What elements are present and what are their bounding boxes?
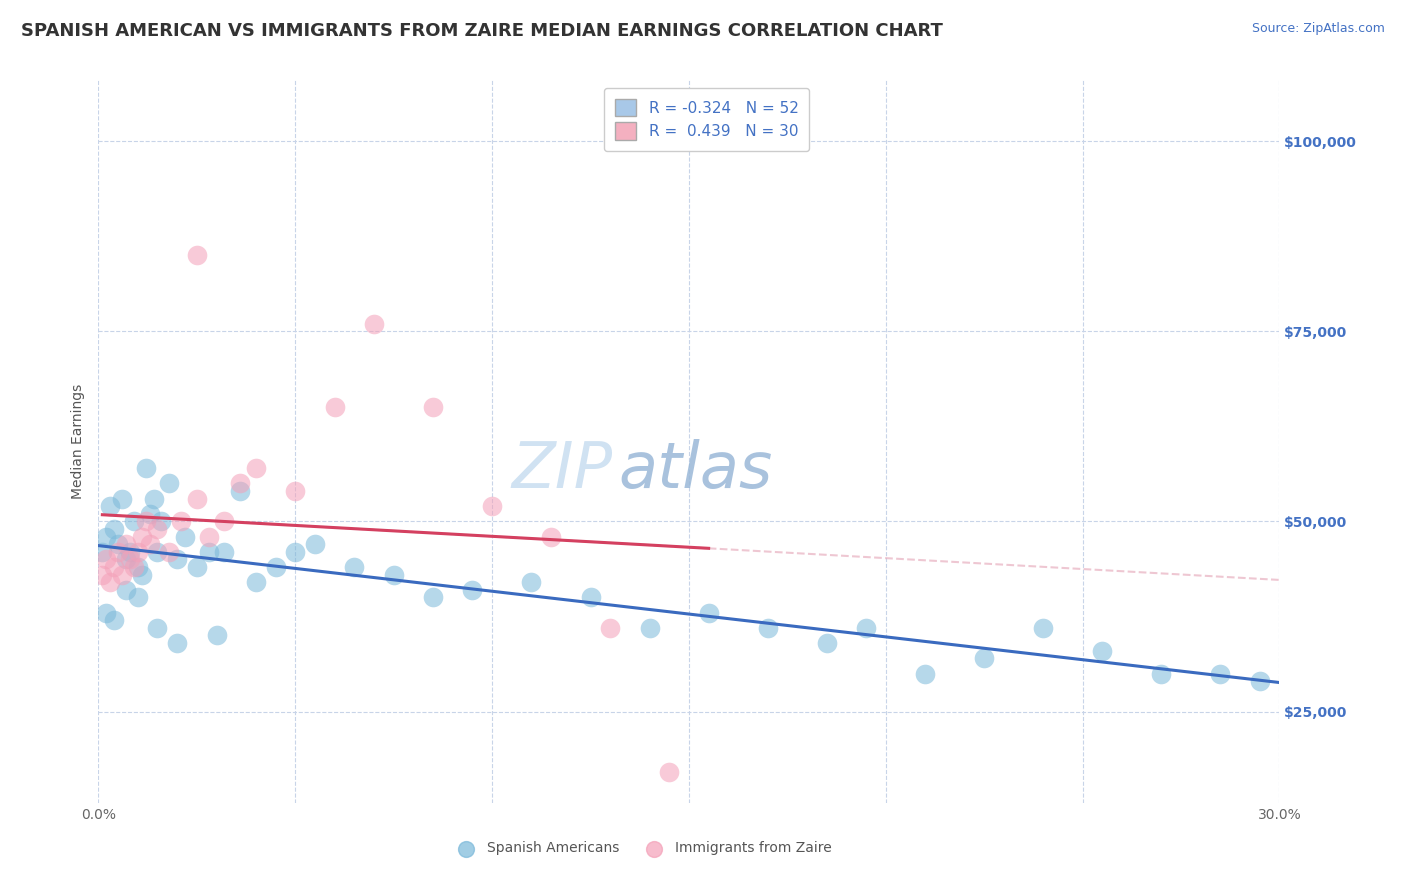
Point [127, 545, 149, 559]
Point [284, 545, 307, 559]
Point [914, 666, 936, 681]
Point [382, 567, 405, 582]
Point [1209, 666, 1232, 681]
Point [229, 483, 252, 498]
Point [166, 636, 188, 650]
Point [157, 545, 180, 559]
Point [103, 613, 125, 627]
Point [481, 499, 503, 513]
Point [1091, 643, 1114, 657]
Point [115, 582, 138, 597]
Point [103, 560, 125, 574]
Point [127, 560, 149, 574]
Y-axis label: Median Earnings: Median Earnings [70, 384, 84, 500]
Point [540, 530, 562, 544]
Point [142, 491, 165, 506]
Point [205, 628, 228, 642]
Text: atlas: atlas [619, 440, 772, 501]
Point [146, 522, 169, 536]
Point [461, 582, 484, 597]
Point [103, 522, 125, 536]
Point [96, 606, 118, 620]
Point [115, 552, 138, 566]
Point [115, 537, 138, 551]
Point [422, 401, 444, 415]
Point [658, 765, 681, 780]
Point [264, 560, 287, 574]
Point [855, 621, 877, 635]
Point [186, 491, 208, 506]
Point [1032, 621, 1054, 635]
Point [284, 483, 307, 498]
Point [520, 575, 543, 590]
Point [146, 545, 169, 559]
Point [197, 530, 219, 544]
Point [138, 537, 160, 551]
Point [91, 567, 114, 582]
Point [96, 530, 118, 544]
Point [245, 461, 267, 475]
Point [304, 537, 326, 551]
Point [422, 591, 444, 605]
Point [186, 248, 208, 262]
Point [229, 476, 252, 491]
Point [186, 560, 208, 574]
Point [122, 515, 145, 529]
Point [174, 530, 197, 544]
Point [157, 476, 180, 491]
Point [131, 567, 153, 582]
Point [118, 552, 141, 566]
Point [214, 545, 236, 559]
Point [170, 515, 193, 529]
Point [98, 499, 121, 513]
Text: SPANISH AMERICAN VS IMMIGRANTS FROM ZAIRE MEDIAN EARNINGS CORRELATION CHART: SPANISH AMERICAN VS IMMIGRANTS FROM ZAIR… [21, 22, 943, 40]
Point [815, 636, 838, 650]
Point [323, 401, 346, 415]
Point [1249, 674, 1271, 689]
Point [166, 552, 188, 566]
Point [138, 507, 160, 521]
Point [214, 515, 236, 529]
Point [146, 621, 169, 635]
Point [343, 560, 366, 574]
Point [579, 591, 602, 605]
Point [150, 515, 173, 529]
Point [122, 560, 145, 574]
Point [127, 591, 149, 605]
Point [973, 651, 995, 665]
Point [131, 530, 153, 544]
Point [107, 537, 129, 551]
Point [599, 621, 621, 635]
Point [111, 567, 134, 582]
Point [697, 606, 720, 620]
Point [197, 545, 219, 559]
Point [245, 575, 267, 590]
Text: Source: ZipAtlas.com: Source: ZipAtlas.com [1251, 22, 1385, 36]
Point [98, 575, 121, 590]
Point [135, 515, 157, 529]
Point [111, 491, 134, 506]
Text: ZIP: ZIP [510, 440, 612, 501]
Point [756, 621, 779, 635]
Point [118, 545, 141, 559]
Point [363, 317, 385, 331]
Point [1150, 666, 1173, 681]
Point [135, 461, 157, 475]
Point [96, 552, 118, 566]
Point [91, 545, 114, 559]
Point [638, 621, 661, 635]
Point [107, 545, 129, 559]
Legend: Spanish Americans, Immigrants from Zaire: Spanish Americans, Immigrants from Zaire [447, 836, 837, 861]
